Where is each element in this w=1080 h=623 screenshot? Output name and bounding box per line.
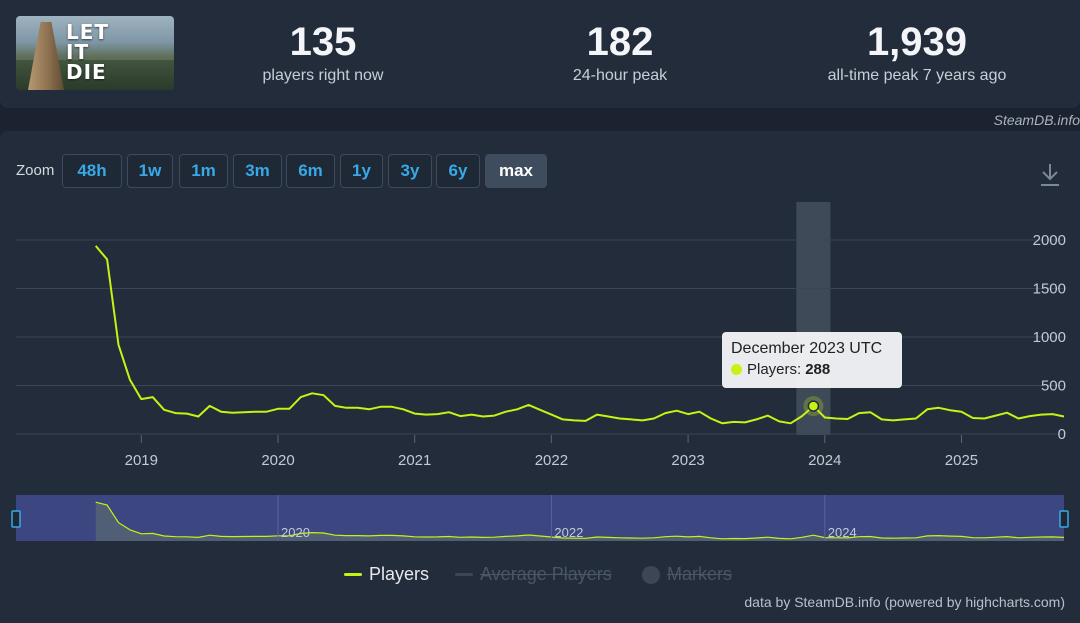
- x-tick-label: 2020: [261, 452, 294, 469]
- navigator-selection[interactable]: [16, 495, 1064, 541]
- legend-label-markers: Markers: [667, 564, 733, 584]
- download-icon[interactable]: [1038, 162, 1062, 188]
- zoom-button-3m[interactable]: 3m: [233, 154, 282, 188]
- navigator-series-line: [95, 501, 1065, 540]
- legend-swatch-average-players: [455, 573, 473, 576]
- navigator[interactable]: 2020 2022 2024: [0, 493, 1080, 545]
- legend-swatch-markers: [642, 565, 660, 584]
- legend-item-average-players[interactable]: Average Players: [455, 564, 612, 585]
- y-tick-label: 0: [1058, 426, 1066, 443]
- players-series-line[interactable]: [94, 245, 1065, 425]
- peak-24h-label: 24-hour peak: [572, 67, 668, 84]
- legend-swatch-players: [344, 573, 362, 576]
- navigator-tick-label: 2024: [828, 525, 857, 540]
- tooltip-series-name: Players:: [747, 361, 802, 378]
- navigator-left-handle[interactable]: [11, 510, 21, 528]
- hover-point[interactable]: [807, 400, 820, 412]
- hover-band: [796, 202, 831, 435]
- zoom-button-6y[interactable]: 6y: [436, 154, 480, 188]
- zoom-button-1w[interactable]: 1w: [127, 154, 173, 188]
- alltime-peak-label: all-time peak 7 years ago: [827, 67, 1007, 84]
- peak-24h-value: 182: [586, 20, 654, 64]
- tooltip-title: December 2023 UTC: [731, 340, 883, 357]
- main-chart[interactable]: 0 500 1000 1500 2000 2019 2020 2021 2022 2023 2024…: [0, 195, 1080, 475]
- tooltip-value: 288: [805, 361, 831, 378]
- navigator-right-handle[interactable]: [1059, 510, 1069, 528]
- stat-alltime-peak: 1,939 all-time peak 7 years ago: [787, 20, 1047, 85]
- x-tick-label: 2021: [398, 452, 431, 469]
- x-tick-label: 2025: [945, 452, 978, 469]
- zoom-button-6m[interactable]: 6m: [286, 154, 335, 188]
- stats-panel: LET IT DIE 135 players right now 182 24-…: [0, 0, 1080, 108]
- legend-label-average-players: Average Players: [480, 564, 612, 584]
- legend-item-markers[interactable]: Markers: [642, 564, 732, 585]
- x-tick-label: 2022: [535, 452, 568, 469]
- game-logo: LET IT DIE: [66, 20, 110, 84]
- chart-tooltip: December 2023 UTC Players: 288: [722, 332, 902, 388]
- x-tick-label: 2023: [671, 452, 704, 469]
- zoom-button-1y[interactable]: 1y: [340, 154, 383, 188]
- tooltip-row: Players: 288: [731, 361, 893, 378]
- y-tick-label: 1000: [1033, 329, 1066, 346]
- game-cover-image[interactable]: LET IT DIE: [16, 16, 174, 90]
- y-tick-label: 2000: [1033, 232, 1066, 249]
- x-tick-label: 2024: [808, 452, 841, 469]
- legend-item-players[interactable]: Players: [344, 564, 429, 585]
- zoom-button-3y[interactable]: 3y: [388, 154, 432, 188]
- current-players-label: players right now: [262, 67, 384, 84]
- current-players-value: 135: [289, 20, 357, 64]
- navigator-tick-label: 2020: [281, 525, 310, 540]
- stat-current-players: 135 players right now: [213, 20, 433, 85]
- stat-24h-peak: 182 24-hour peak: [510, 20, 730, 85]
- zoom-label: Zoom: [16, 162, 55, 179]
- source-credit: SteamDB.info: [993, 112, 1080, 128]
- x-tick-label: 2019: [125, 452, 158, 469]
- navigator-tick-label: 2022: [554, 525, 583, 540]
- zoom-button-1m[interactable]: 1m: [179, 154, 228, 188]
- legend-label-players: Players: [369, 564, 430, 584]
- footer-credit: data by SteamDB.info (powered by highcha…: [744, 594, 1065, 610]
- tooltip-series-dot: [731, 364, 742, 375]
- zoom-button-max[interactable]: max: [485, 154, 547, 188]
- alltime-peak-value: 1,939: [866, 20, 968, 64]
- cover-tower: [28, 22, 64, 90]
- y-tick-label: 500: [1041, 378, 1066, 395]
- y-tick-label: 1500: [1033, 281, 1066, 298]
- zoom-button-48h[interactable]: 48h: [62, 154, 122, 188]
